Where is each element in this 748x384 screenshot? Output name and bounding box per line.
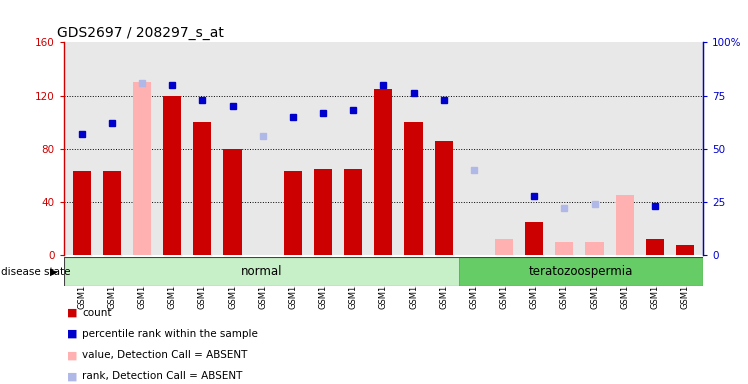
Bar bbox=[64, 257, 459, 286]
Text: disease state: disease state bbox=[1, 267, 70, 277]
Text: ■: ■ bbox=[67, 308, 78, 318]
Bar bbox=[586, 242, 604, 255]
Text: GDS2697 / 208297_s_at: GDS2697 / 208297_s_at bbox=[57, 26, 224, 40]
Text: ▶: ▶ bbox=[50, 267, 58, 277]
Text: ■: ■ bbox=[67, 350, 78, 360]
Bar bbox=[459, 257, 703, 286]
Text: ■: ■ bbox=[67, 371, 78, 381]
Bar bbox=[314, 169, 332, 255]
Text: ■: ■ bbox=[67, 329, 78, 339]
Bar bbox=[102, 171, 121, 255]
Bar bbox=[133, 82, 151, 255]
Text: rank, Detection Call = ABSENT: rank, Detection Call = ABSENT bbox=[82, 371, 242, 381]
Text: normal: normal bbox=[241, 265, 282, 278]
Bar bbox=[495, 239, 513, 255]
Bar bbox=[646, 239, 664, 255]
Text: value, Detection Call = ABSENT: value, Detection Call = ABSENT bbox=[82, 350, 248, 360]
Text: teratozoospermia: teratozoospermia bbox=[529, 265, 634, 278]
Bar bbox=[224, 149, 242, 255]
Bar bbox=[555, 242, 574, 255]
Text: percentile rank within the sample: percentile rank within the sample bbox=[82, 329, 258, 339]
Bar bbox=[525, 222, 543, 255]
Bar bbox=[73, 171, 91, 255]
Bar bbox=[193, 122, 212, 255]
Bar bbox=[676, 245, 694, 255]
Bar bbox=[283, 171, 302, 255]
Bar bbox=[344, 169, 362, 255]
Bar bbox=[435, 141, 453, 255]
Bar bbox=[163, 96, 181, 255]
Bar bbox=[616, 195, 634, 255]
Bar bbox=[374, 89, 393, 255]
Bar bbox=[405, 122, 423, 255]
Text: count: count bbox=[82, 308, 111, 318]
